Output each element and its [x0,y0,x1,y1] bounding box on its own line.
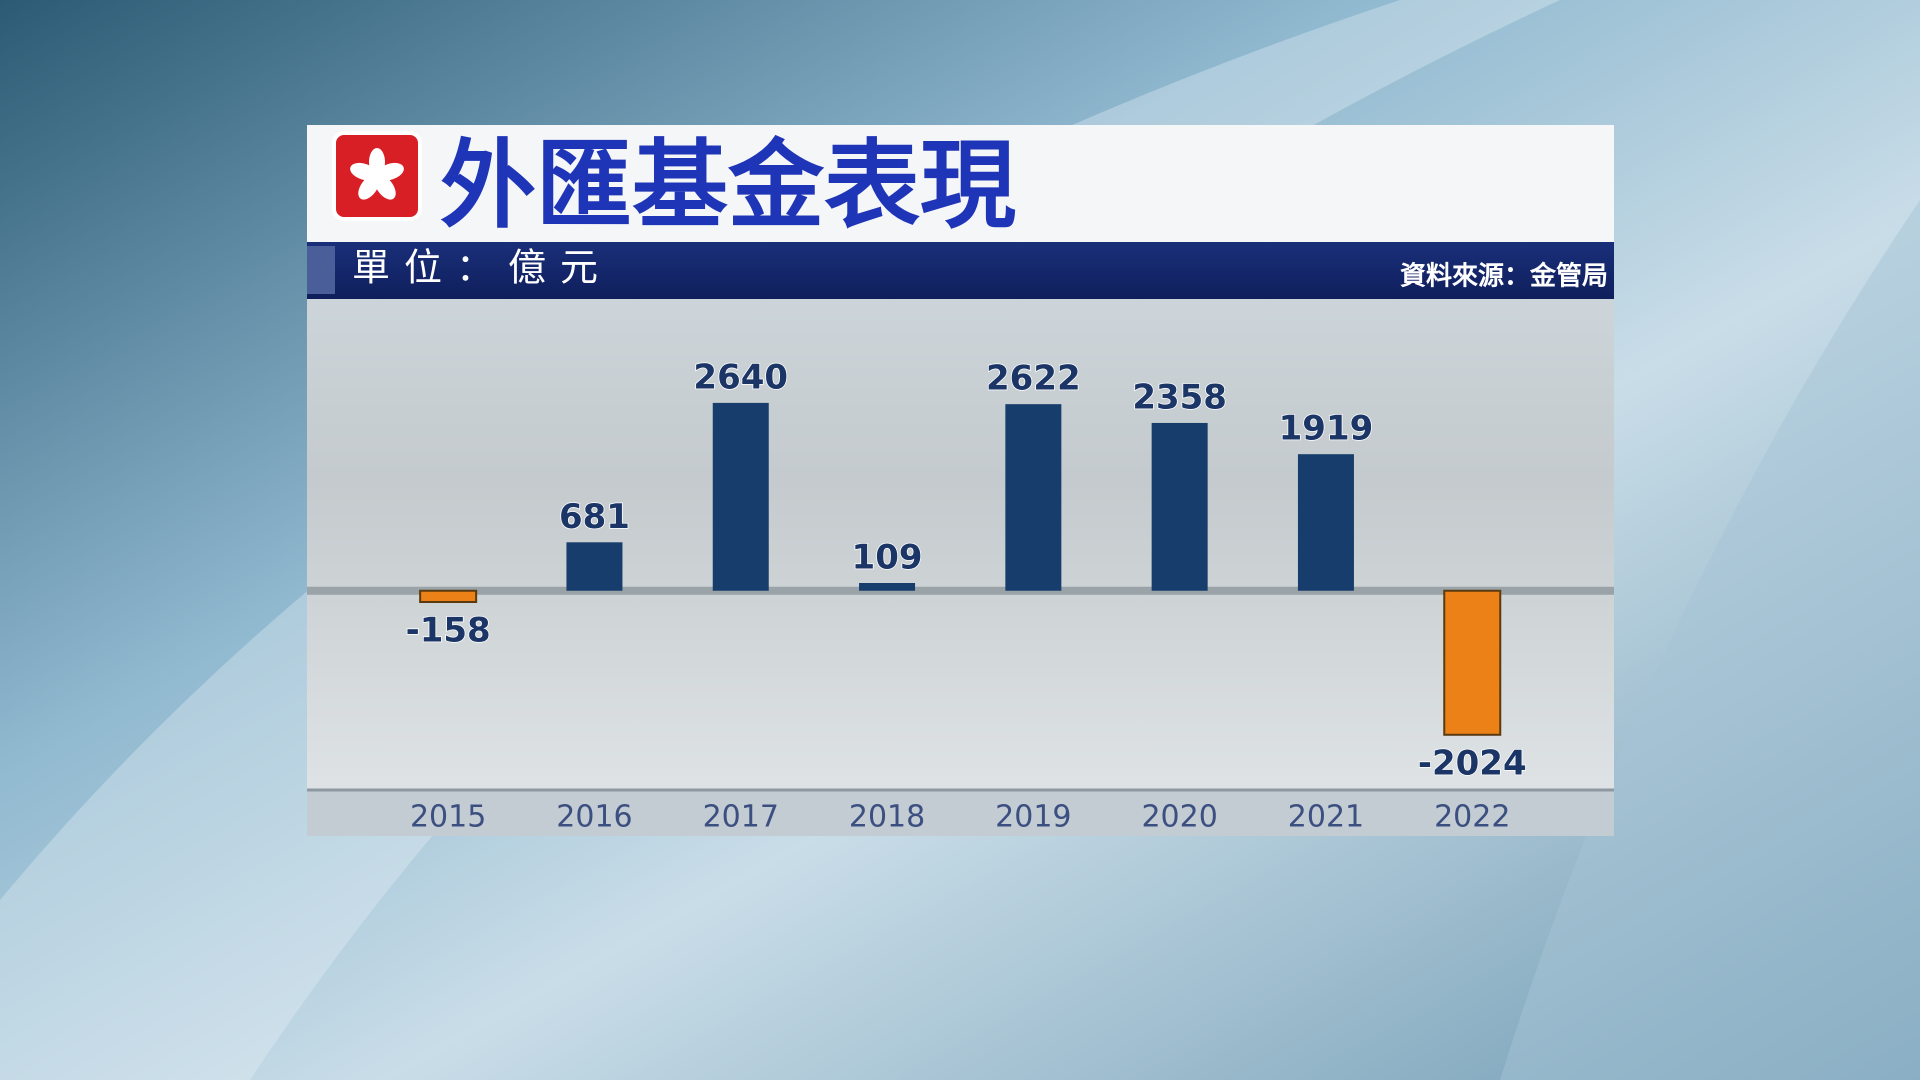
x-tick-label: 2015 [410,800,486,835]
data-label: -2024 [1418,743,1527,783]
category-strip [307,790,1614,836]
bar [1297,454,1354,591]
bar [1151,422,1208,591]
bar [419,589,478,603]
source-note: 資料來源：金管局 [1400,261,1608,292]
bar [1443,589,1502,736]
x-tick-label: 2022 [1434,800,1510,835]
x-tick-label: 2021 [1288,800,1364,835]
data-label: 1919 [1279,409,1374,449]
chart-title: 外匯基金表現 [440,129,1016,241]
x-tick-label: 2017 [703,800,779,835]
panel [307,125,1614,836]
x-tick-label: 2018 [849,800,925,835]
data-label: 2622 [986,359,1081,399]
x-tick-label: 2019 [995,800,1071,835]
bar [712,402,769,591]
band-accent [307,246,335,294]
background-swoosh [1500,200,1920,1080]
title-bar [307,125,1614,242]
bar [859,582,916,591]
bar [566,542,623,591]
bar [1005,404,1062,591]
subtitle: 單位：億元 [352,246,612,290]
x-tick-label: 2016 [556,800,632,835]
data-label: 109 [852,537,923,577]
data-label: 2640 [693,357,788,397]
data-label: 2358 [1132,377,1227,417]
subtitle-band [307,242,1614,299]
flag-icon [332,131,422,221]
zero-line [307,586,1614,595]
data-label: 681 [559,497,630,537]
data-label: -158 [406,610,491,650]
x-tick-label: 2020 [1141,800,1217,835]
